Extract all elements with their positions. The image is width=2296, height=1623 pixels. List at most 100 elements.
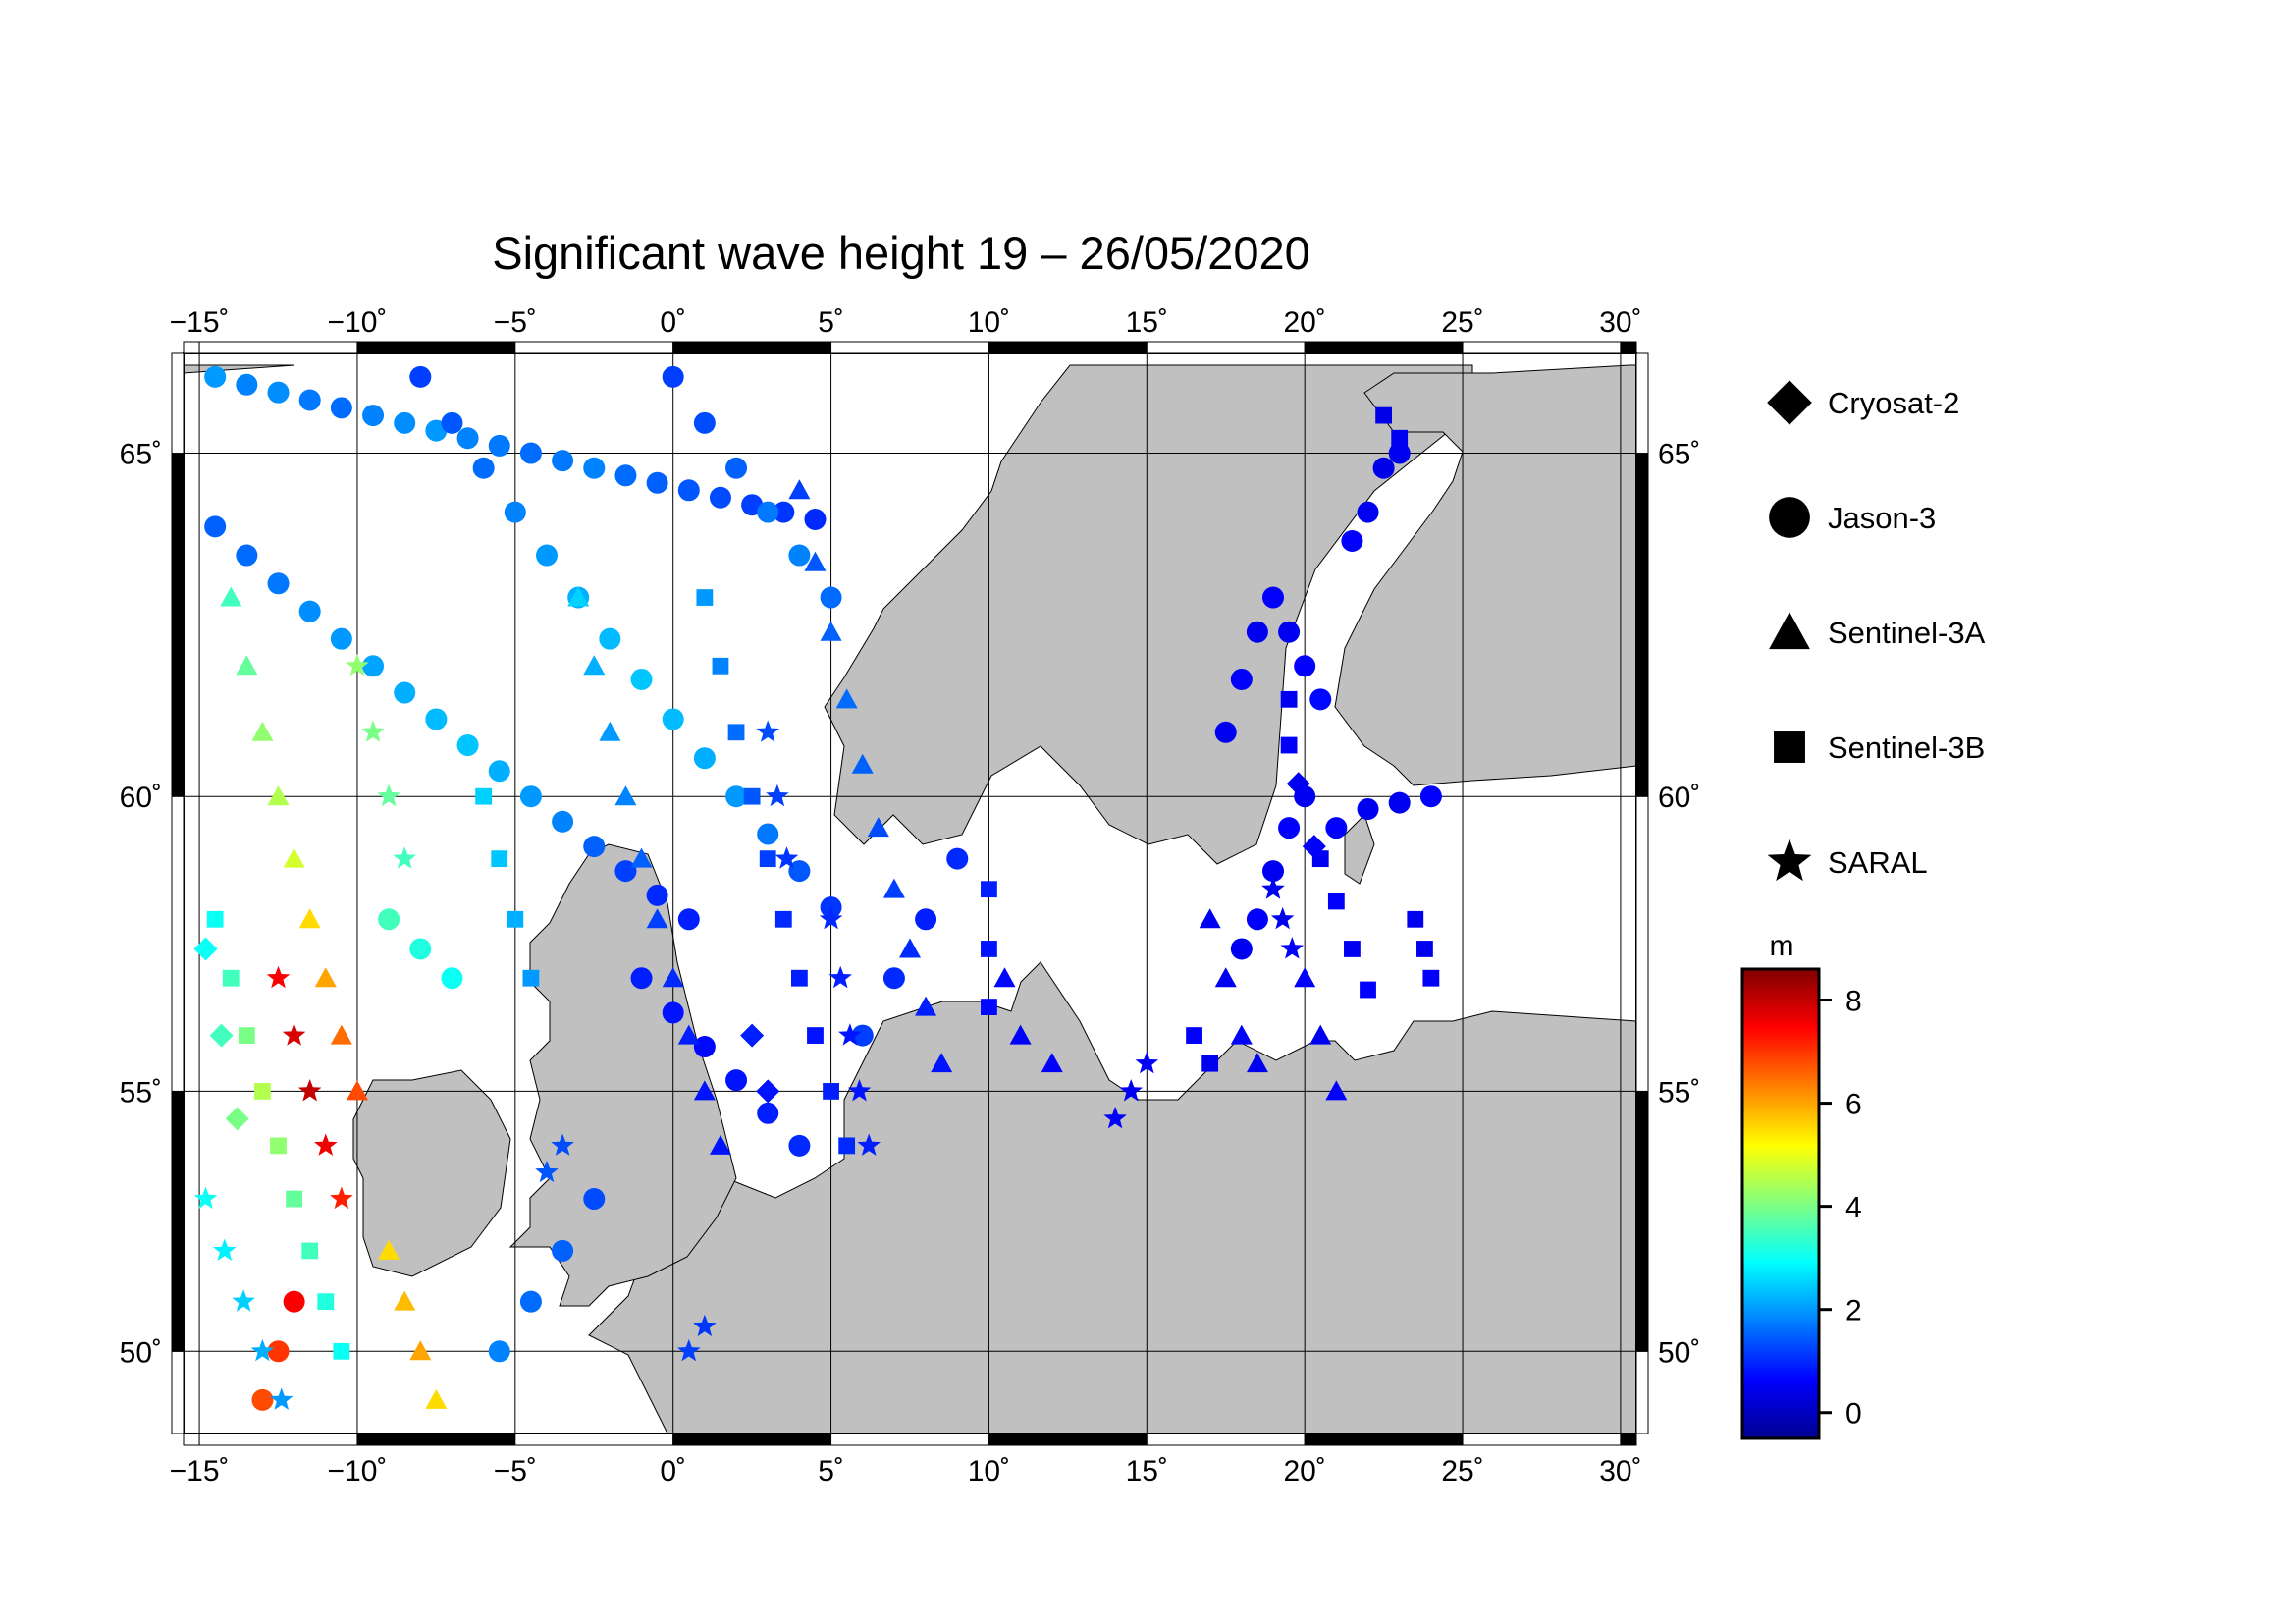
data-point bbox=[614, 860, 637, 883]
data-point bbox=[266, 965, 291, 989]
data-point bbox=[251, 721, 274, 741]
data-point bbox=[475, 787, 493, 805]
data-point bbox=[567, 586, 590, 607]
series-jason-3 bbox=[204, 365, 1442, 1411]
land-layer bbox=[184, 364, 1636, 1434]
frame-band-top bbox=[198, 341, 358, 354]
data-point bbox=[519, 1290, 542, 1313]
data-point bbox=[1261, 877, 1285, 899]
data-point bbox=[727, 724, 745, 741]
data-point bbox=[981, 881, 997, 898]
legend: Cryosat-2 Jason-3 Sentinel-3A Sentinel-3B SA… bbox=[1767, 380, 1986, 882]
data-point bbox=[236, 373, 258, 396]
frame-band-bottom bbox=[198, 1433, 358, 1446]
data-point bbox=[507, 910, 524, 928]
data-point bbox=[677, 479, 700, 502]
legend-marker-triangle bbox=[1769, 612, 1810, 650]
data-point bbox=[662, 1001, 684, 1024]
data-point bbox=[394, 1290, 416, 1311]
data-point bbox=[267, 572, 290, 595]
frame-band-top bbox=[183, 341, 200, 354]
data-point bbox=[693, 1036, 716, 1058]
data-point bbox=[333, 1342, 350, 1360]
data-point bbox=[759, 850, 776, 868]
data-point bbox=[270, 1137, 287, 1155]
x-tick-label: 15˚ bbox=[1126, 1455, 1168, 1488]
land-finland-russia bbox=[1334, 364, 1636, 786]
data-point bbox=[757, 823, 779, 845]
data-point bbox=[677, 1338, 701, 1362]
data-points bbox=[193, 365, 1442, 1411]
legend-label: Cryosat-2 bbox=[1828, 386, 1959, 420]
data-point bbox=[709, 486, 731, 509]
data-point bbox=[1230, 938, 1253, 960]
data-point bbox=[847, 1079, 872, 1102]
land-great-britain bbox=[508, 843, 737, 1307]
data-point bbox=[1262, 860, 1284, 883]
frame-band-bottom bbox=[1146, 1433, 1306, 1446]
series-cryosat-2 bbox=[193, 772, 1326, 1131]
y-tick-label: 65˚ bbox=[1658, 439, 1700, 471]
legend-marker-star bbox=[1767, 839, 1812, 882]
data-point bbox=[1388, 791, 1411, 814]
data-point bbox=[677, 908, 700, 931]
frame-band-right bbox=[1635, 352, 1649, 455]
x-tick-label: −15˚ bbox=[170, 1455, 230, 1488]
data-point bbox=[488, 1340, 510, 1363]
data-point bbox=[662, 708, 684, 730]
x-tick-label: −15˚ bbox=[170, 306, 230, 339]
data-point bbox=[298, 389, 321, 411]
data-point bbox=[1262, 586, 1284, 609]
data-point bbox=[838, 1137, 856, 1155]
data-point bbox=[630, 967, 653, 990]
data-point bbox=[377, 784, 400, 807]
data-point bbox=[823, 1083, 839, 1100]
x-tick-label: 0˚ bbox=[660, 306, 686, 339]
data-point bbox=[535, 1160, 559, 1183]
data-point bbox=[330, 397, 352, 419]
data-point bbox=[254, 1083, 271, 1100]
data-point bbox=[1341, 530, 1363, 553]
frame-band-right bbox=[1635, 1350, 1649, 1434]
data-point bbox=[788, 479, 811, 500]
frame-band-left bbox=[171, 1090, 185, 1352]
data-point bbox=[1270, 906, 1295, 930]
data-point bbox=[519, 785, 542, 808]
data-point bbox=[267, 1340, 290, 1363]
data-point bbox=[946, 847, 969, 870]
data-point bbox=[298, 600, 321, 622]
series-sentinel-3a bbox=[220, 479, 1348, 1409]
data-point bbox=[766, 784, 789, 807]
x-tick-labels-top: −15˚ −10˚ −5˚ 0˚ 5˚ 10˚ 15˚ 20˚ 25˚ 30˚ bbox=[170, 306, 1642, 339]
x-tick-label: 30˚ bbox=[1599, 306, 1641, 339]
data-point bbox=[1135, 1051, 1159, 1074]
data-point bbox=[1360, 981, 1376, 999]
data-point bbox=[757, 1102, 779, 1124]
data-point bbox=[361, 720, 385, 742]
data-point bbox=[536, 544, 558, 567]
data-point bbox=[1103, 1106, 1127, 1129]
chart-title: Significant wave height 19 – 26/05/2020 bbox=[492, 227, 1310, 279]
data-point bbox=[630, 668, 653, 690]
data-point bbox=[1294, 655, 1316, 677]
y-tick-labels-left: 50˚ 55˚ 60˚ 65˚ bbox=[120, 439, 162, 1370]
data-point bbox=[725, 785, 748, 808]
data-point bbox=[236, 655, 258, 676]
legend-label: Sentinel-3A bbox=[1828, 616, 1986, 650]
data-point bbox=[346, 1080, 368, 1101]
frame-band-top bbox=[830, 341, 989, 354]
data-point bbox=[488, 760, 510, 783]
data-point bbox=[213, 1238, 237, 1261]
legend-marker-diamond bbox=[1767, 380, 1812, 425]
legend-label: Sentinel-3B bbox=[1828, 730, 1985, 765]
data-point bbox=[1416, 941, 1433, 957]
data-point bbox=[788, 1134, 811, 1157]
data-point bbox=[1327, 893, 1345, 910]
data-point bbox=[1009, 1024, 1032, 1045]
data-point bbox=[756, 1079, 780, 1104]
data-point bbox=[915, 996, 937, 1016]
data-point bbox=[828, 965, 852, 989]
data-point bbox=[267, 785, 290, 806]
data-point bbox=[330, 627, 352, 650]
